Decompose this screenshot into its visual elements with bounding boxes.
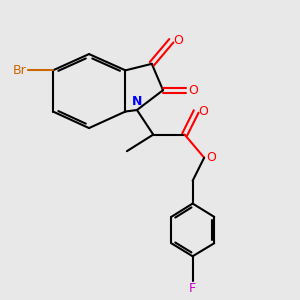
Text: F: F: [189, 282, 196, 295]
Text: Br: Br: [13, 64, 27, 77]
Text: O: O: [199, 105, 208, 118]
Text: O: O: [188, 84, 198, 97]
Text: O: O: [174, 34, 184, 47]
Text: O: O: [206, 151, 216, 164]
Text: N: N: [132, 95, 142, 108]
